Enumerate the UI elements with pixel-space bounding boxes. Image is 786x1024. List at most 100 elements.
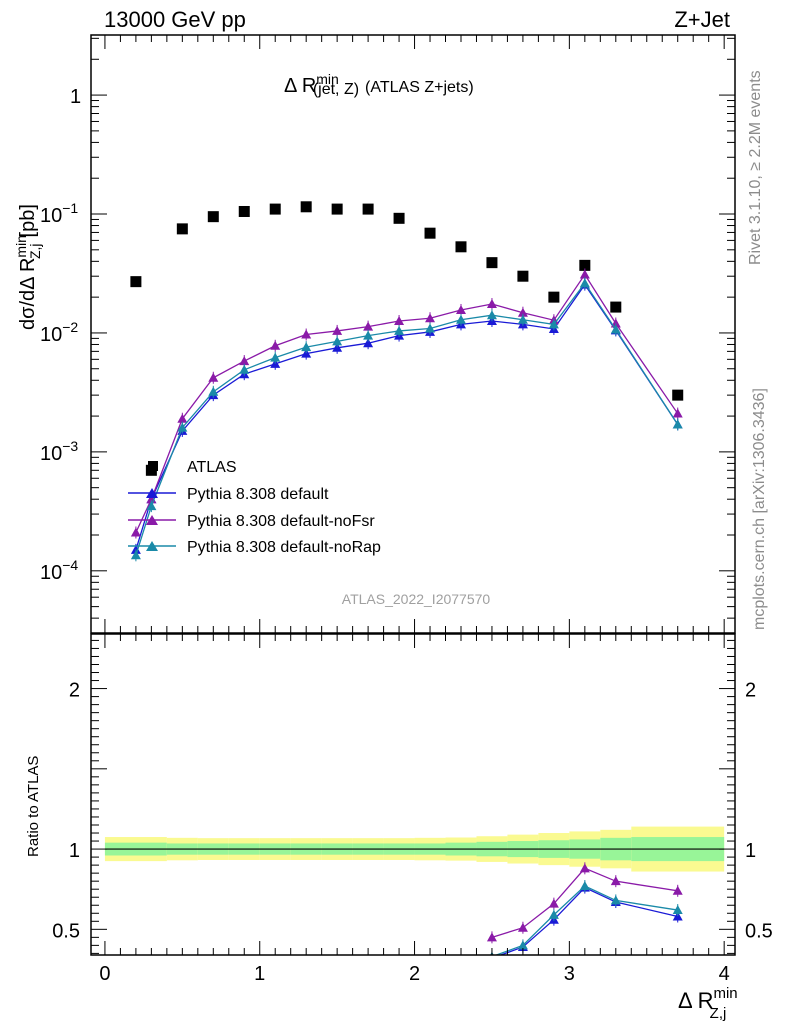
x-axis-label: Δ Rmin Z,j <box>678 985 738 1022</box>
data-point-mc <box>394 316 405 326</box>
ratio-point <box>486 932 497 942</box>
header-left: 13000 GeV pp <box>104 7 246 32</box>
ratio-plot-frame <box>90 633 736 956</box>
legend-label-nofsr: Pythia 8.308 default-noFsr <box>187 513 375 530</box>
ratio-point <box>548 909 559 919</box>
ratio-point <box>672 885 683 895</box>
data-point-mc <box>177 422 188 432</box>
plot-title-main: Δ R <box>284 75 316 97</box>
ratio-point <box>610 876 621 886</box>
y-tick-label-base: 1 <box>70 86 81 108</box>
data-point-mc <box>579 269 590 279</box>
data-point-mc <box>455 304 466 314</box>
y-tick-label-base: 10 <box>40 324 62 346</box>
main-plot-marks <box>130 201 684 562</box>
mcplots-label: mcplots.cern.ch [arXiv:1306.3436] <box>751 388 768 630</box>
data-point-mc <box>208 372 219 382</box>
y-tick-label: 10−1 <box>40 200 78 227</box>
y-tick-label: 10−2 <box>40 319 78 346</box>
y-axis-label-unit: [pb] <box>17 204 39 237</box>
data-point-mc <box>672 419 683 429</box>
ratio-point <box>610 895 621 905</box>
data-point-mc <box>239 356 250 366</box>
ratio-y-axis-label: Ratio to ATLAS <box>25 756 42 857</box>
data-point-mc <box>486 299 497 309</box>
y-axis-label: dσ/dΔ RminZ,j [pb] <box>13 204 43 330</box>
data-point-atlas <box>672 389 684 401</box>
data-point-atlas <box>269 203 281 215</box>
ratio-series-group <box>486 862 683 955</box>
ratio-point <box>517 940 528 950</box>
y-axis-label-sup: min <box>13 235 29 258</box>
data-point-atlas <box>362 203 374 215</box>
ratio-plot-marks <box>104 826 725 955</box>
series-line-2 <box>135 273 679 533</box>
rivet-label: Rivet 3.1.10, ≥ 2.2M events <box>747 70 764 265</box>
data-point-mc <box>301 348 312 358</box>
y-axis-label-sub: Z,j <box>27 243 43 259</box>
ratio-line-0 <box>498 886 678 955</box>
data-point-atlas <box>130 276 142 288</box>
analysis-watermark: ATLAS_2022_I2077570 <box>342 591 491 607</box>
ratio-y-tick-label-left: 1 <box>69 840 80 862</box>
data-point-mc <box>455 314 466 324</box>
y-tick-label: 10−3 <box>40 438 78 465</box>
data-point-mc <box>270 352 281 362</box>
data-point-mc <box>548 319 559 329</box>
data-point-mc <box>363 321 374 331</box>
plot-title-sup: min <box>316 71 339 87</box>
data-point-mc <box>425 313 436 323</box>
ratio-y-tick-label-right: 1 <box>745 840 756 862</box>
main-plot-frame <box>90 34 736 634</box>
y-tick-label: 1 <box>70 86 81 108</box>
data-point-mc <box>177 413 188 423</box>
data-point-mc <box>486 310 497 320</box>
data-point-atlas <box>331 203 343 215</box>
header-right: Z+Jet <box>674 7 730 32</box>
ratio-y-tick-label-left: 2 <box>69 680 80 702</box>
data-point-mc <box>425 323 436 333</box>
data-point-mc <box>394 325 405 335</box>
data-point-mc <box>517 307 528 317</box>
y-tick-label-exponent: −2 <box>62 319 78 335</box>
data-point-mc <box>270 340 281 350</box>
data-point-atlas <box>176 223 188 235</box>
legend-marker-norap <box>146 541 158 551</box>
data-point-mc <box>672 408 683 418</box>
ratio-y-tick-label-left: 0.5 <box>52 920 80 942</box>
data-point-mc <box>239 364 250 374</box>
y-tick-label-base: 10 <box>40 562 62 584</box>
ratio-point <box>579 880 590 890</box>
data-point-mc <box>332 325 343 335</box>
x-axis-label-sup: min <box>713 985 737 1002</box>
legend-label-default: Pythia 8.308 default <box>187 486 329 503</box>
plot-title-tail: (ATLAS Z+jets) <box>365 79 474 96</box>
data-point-atlas <box>579 259 591 271</box>
data-point-atlas <box>238 205 250 217</box>
data-point-atlas <box>424 227 436 239</box>
legend-label-atlas: ATLAS <box>187 459 237 476</box>
data-point-mc <box>146 501 157 511</box>
ratio-line-2 <box>494 885 678 955</box>
legend-marker-atlas <box>148 461 158 471</box>
y-tick-label: 10−4 <box>40 557 78 584</box>
main-plot-axes: 110−110−210−310−4 <box>40 35 735 634</box>
plot-title: Δ Rmin (jet, Z) (ATLAS Z+jets) <box>284 71 474 98</box>
x-axis-label-sub: Z,j <box>710 1005 727 1022</box>
x-axis-label-main: Δ R <box>678 988 713 1013</box>
ratio-y-tick-label-right: 0.5 <box>745 920 773 942</box>
ratio-point <box>548 898 559 908</box>
x-tick-label: 4 <box>719 963 730 985</box>
x-tick-label: 3 <box>564 963 575 985</box>
main-plot-panel: 110−110−210−310−4 Δ Rmin (jet, Z) (ATLAS Z… <box>13 34 736 634</box>
legend-label-norap: Pythia 8.308 default-noRap <box>187 539 381 556</box>
data-point-mc <box>301 329 312 339</box>
y-tick-label-base: 10 <box>40 443 62 465</box>
ratio-plot-axes: 0 1 2 3 4 0.5 0.5 1 1 2 2 <box>52 634 773 985</box>
data-point-atlas <box>486 257 498 269</box>
ratio-line-1 <box>491 867 678 938</box>
data-point-mc <box>208 386 219 396</box>
data-point-atlas <box>455 241 467 253</box>
y-tick-label-exponent: −4 <box>62 557 78 573</box>
